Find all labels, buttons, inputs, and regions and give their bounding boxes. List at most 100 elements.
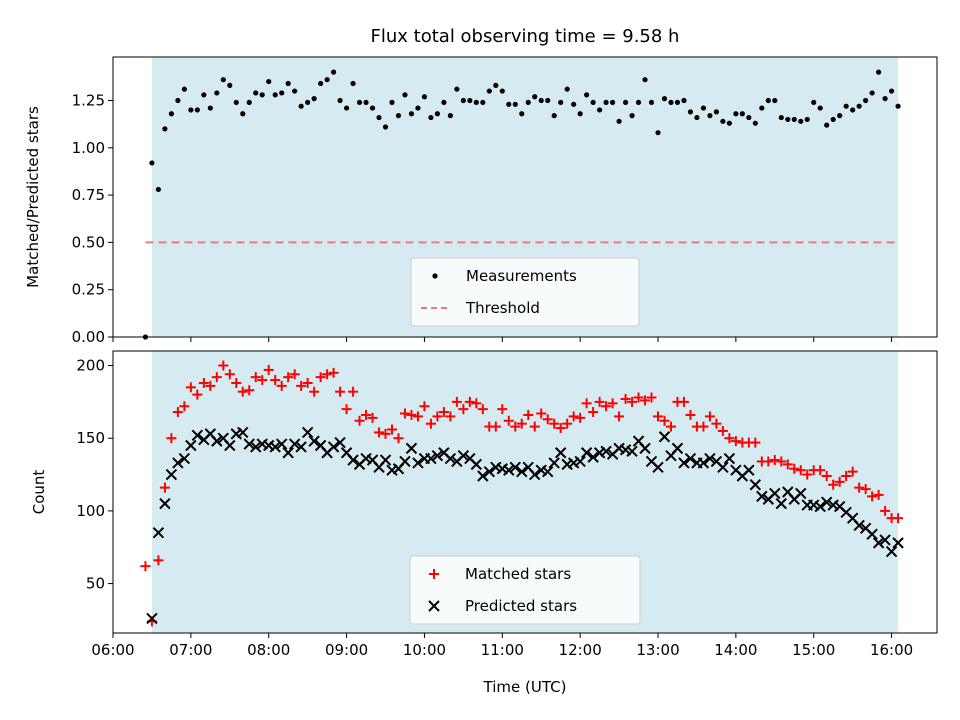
matched-star-point — [172, 407, 183, 418]
measurement-point — [837, 113, 843, 119]
matched-star-point — [490, 421, 501, 432]
measurement-point — [564, 86, 570, 92]
measurement-point — [207, 105, 213, 111]
ratio-legend-box — [410, 257, 640, 327]
matched-star-point — [730, 436, 741, 447]
measurement-point — [603, 99, 609, 106]
measurement-point — [272, 92, 278, 98]
measurement-point — [337, 97, 343, 104]
matched-star-point — [724, 433, 735, 444]
measurement-point — [343, 105, 350, 111]
measurement-point — [279, 90, 285, 96]
measurement-point — [512, 101, 518, 107]
predicted-star-point — [749, 479, 762, 491]
measurement-point — [726, 120, 732, 126]
matched-star-point — [867, 491, 878, 502]
predicted-star-point — [379, 454, 392, 466]
matched-star-point — [283, 372, 294, 383]
matched-star-point — [795, 465, 806, 476]
measurement-point — [363, 99, 369, 106]
measurement-point — [350, 80, 356, 87]
matched-star-point — [620, 393, 631, 404]
measurement-point — [506, 101, 512, 107]
measurement-point — [681, 97, 687, 104]
measurement-point — [824, 122, 830, 128]
matched-star-point — [263, 364, 274, 375]
measurement-point — [765, 97, 771, 104]
measurement-point — [214, 90, 220, 96]
predicted-star-point — [769, 487, 781, 500]
measurement-point — [713, 109, 720, 115]
matched-star-point — [510, 421, 521, 432]
predicted-star-point — [814, 500, 826, 513]
predicted-star-point — [224, 439, 236, 452]
predicted-star-point — [444, 452, 457, 465]
measurement-point — [850, 107, 856, 113]
predicted-star-point — [580, 447, 593, 459]
matched-star-point — [289, 369, 300, 380]
measurement-point — [584, 92, 590, 98]
measurement-point — [233, 99, 239, 106]
matched-star-point — [678, 396, 689, 407]
matched-star-point — [250, 372, 261, 383]
predicted-star-point — [775, 497, 787, 510]
predicted-star-point — [626, 445, 638, 458]
matched-star-point — [802, 469, 813, 480]
matched-star-point — [659, 415, 670, 426]
measurement-point — [635, 99, 642, 106]
measurement-point — [324, 77, 330, 83]
predicted-star-point — [554, 447, 567, 459]
measurement-point — [772, 97, 778, 104]
measurement-point — [441, 99, 447, 106]
ratio-y-tick-label: 0.25 — [72, 281, 105, 299]
matched-star-point — [445, 411, 456, 422]
top-legend-marker-glyph — [432, 273, 438, 279]
predicted-star-point — [412, 457, 424, 469]
measurement-point — [817, 105, 823, 111]
matched-star-point — [386, 424, 397, 435]
matched-star-point — [542, 414, 553, 425]
matched-star-point — [257, 375, 268, 386]
matched-star-point — [614, 411, 625, 422]
count-x-tick-label: 07:00 — [169, 641, 212, 659]
matched-star-point — [237, 386, 248, 397]
matched-star-point — [711, 418, 722, 429]
matched-star-point — [594, 396, 605, 407]
predicted-star-point — [178, 452, 191, 465]
threshold-legend-label: Threshold — [465, 299, 540, 317]
matched-star-point — [406, 409, 417, 420]
count-x-tick-label: 15:00 — [792, 641, 835, 659]
predicted-star-point — [185, 439, 197, 452]
measurement-point — [149, 160, 155, 166]
matched-star-point — [224, 369, 235, 380]
predicted-star-point — [211, 435, 223, 447]
matched-star-point — [425, 418, 436, 429]
measurement-point — [434, 111, 441, 117]
matched-star-point — [231, 377, 242, 388]
measurement-point — [253, 90, 259, 96]
predicted-star-point — [853, 519, 865, 532]
matched-star-point — [380, 428, 391, 439]
predicted-star-point — [717, 461, 729, 473]
measurement-point — [499, 88, 505, 94]
measurement-point — [538, 97, 544, 104]
matched-star-point — [374, 427, 385, 438]
predicted-star-point — [756, 490, 768, 503]
ratio-y-tick-label: 1.25 — [72, 92, 105, 110]
matched-star-point — [211, 372, 222, 383]
measurement-point — [668, 99, 674, 106]
count-x-ticks: 06:00 07:00 08:00 09:00 10:00 11:00 12:00 13:00… — [91, 633, 913, 659]
matched-star-point — [198, 377, 209, 388]
matched-star-point — [185, 382, 196, 393]
matched-star-point — [477, 404, 488, 415]
ratio-y-axis-title: Matched/Predicted stars — [24, 106, 42, 288]
measurement-point — [759, 105, 765, 111]
matched-star-point — [847, 466, 858, 477]
measurement-point — [519, 111, 525, 117]
matched-star-point — [166, 433, 177, 444]
measurement-point — [525, 99, 531, 106]
predicted-star-point — [892, 537, 904, 549]
measurement-point — [733, 111, 739, 117]
measurement-point — [558, 99, 564, 106]
